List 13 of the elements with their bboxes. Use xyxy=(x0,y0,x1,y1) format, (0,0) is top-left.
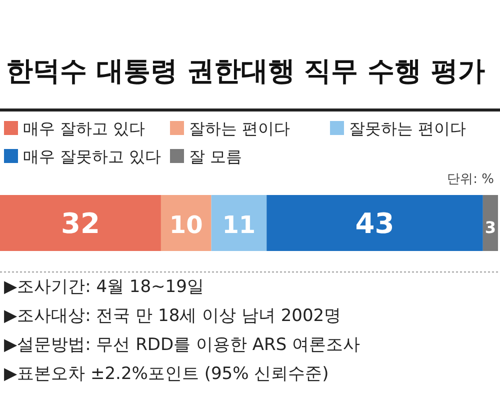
text: ▶조사기간: 4월 18~19일 xyxy=(4,277,204,297)
text: ▶설문방법: 무선 RDD를 이용한 ARS 여론조사 xyxy=(4,335,360,355)
data-label: 43 xyxy=(355,207,394,240)
legend-label: 잘 모름 xyxy=(189,147,242,166)
data-label: 3 xyxy=(484,218,496,237)
data-label: 32 xyxy=(61,207,100,240)
chart-title: 한덕수 대통령 권한대행 직무 수행 평가 xyxy=(6,56,485,87)
text: 단위: % xyxy=(447,172,494,187)
data-label: 10 xyxy=(169,211,203,239)
text: ▶조사대상: 전국 만 18세 이상 남녀 2002명 xyxy=(4,306,342,326)
text: ▶표본오차 ±2.2%포인트 (95% 신뢰수준) xyxy=(4,364,329,384)
data-label: 11 xyxy=(222,211,256,239)
legend-label: 잘하는 편이다 xyxy=(189,119,290,138)
